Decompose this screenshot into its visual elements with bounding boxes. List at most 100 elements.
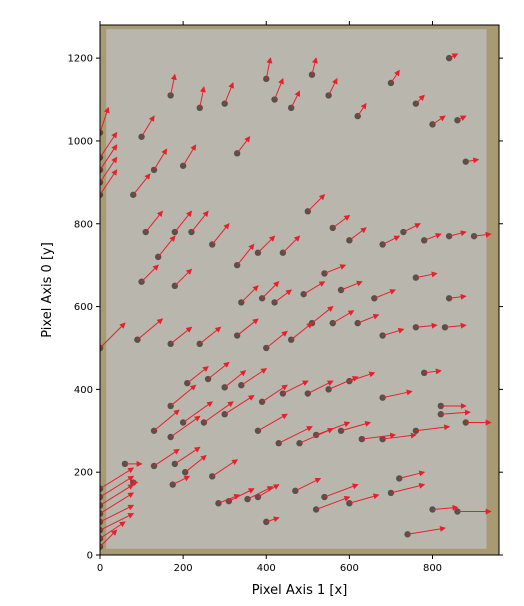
vector-arrow <box>247 486 274 500</box>
vector-arrow <box>100 484 135 506</box>
vector-arrow <box>349 493 380 504</box>
vector-arrow <box>186 365 209 384</box>
vector-arrow <box>424 368 442 375</box>
vector-arrow <box>440 409 471 416</box>
vector-arrow <box>100 521 126 539</box>
vector-arrow <box>415 94 425 105</box>
vector-arrow <box>100 131 118 158</box>
vector-arrow <box>311 57 318 75</box>
vector-arrow <box>265 57 273 79</box>
vector-arrow <box>224 82 234 104</box>
vector-arrow <box>449 293 467 300</box>
vector-arrow <box>340 280 363 291</box>
vector-arrow <box>228 488 255 502</box>
vector-arrow <box>303 281 326 295</box>
y-tick-label: 1200 <box>68 54 93 65</box>
vector-arrow <box>307 380 334 394</box>
vector-arrow <box>257 413 288 432</box>
vector-arrow <box>349 371 376 382</box>
vector-arrow <box>290 322 313 341</box>
vector-arrow <box>100 467 135 490</box>
vector-arrow <box>100 156 118 183</box>
vector-arrow <box>282 380 309 394</box>
vector-arrow <box>100 504 135 523</box>
vector-arrow <box>100 106 110 133</box>
vector-arrow <box>357 313 380 324</box>
vector-arrow <box>349 227 367 241</box>
vector-arrow <box>261 384 288 403</box>
vector-arrow <box>261 281 280 299</box>
vector-arrow <box>282 235 301 254</box>
vector-arrow <box>424 233 442 241</box>
vector-arrow <box>266 516 280 523</box>
x-tick-label: 400 <box>257 563 276 574</box>
vector-arrow <box>100 529 118 548</box>
vector-arrow <box>236 318 259 336</box>
y-tick-label: 400 <box>74 385 93 396</box>
vector-arrow <box>324 483 359 498</box>
vector-arrow <box>257 484 280 498</box>
image-spot <box>100 543 104 550</box>
vector-arrow <box>172 475 191 486</box>
vector-arrow <box>174 446 201 465</box>
vector-arrow <box>432 504 459 511</box>
x-tick-label: 800 <box>423 563 442 574</box>
vector-arrow <box>311 305 334 324</box>
image-spot <box>100 344 104 352</box>
vector-arrow <box>207 361 230 380</box>
vector-arrow <box>100 169 118 196</box>
vector-arrow <box>145 210 163 233</box>
vector-arrow <box>332 310 355 324</box>
y-tick-label: 0 <box>87 551 93 562</box>
vector-arrow <box>236 243 255 266</box>
vector-arrow <box>170 73 177 96</box>
vector-arrow <box>170 415 201 438</box>
vector-arrow <box>448 53 459 59</box>
vector-arrow <box>265 330 288 349</box>
vector-arrow <box>153 409 180 432</box>
vector-arrow <box>465 157 480 164</box>
vector-arrow <box>415 322 438 329</box>
vector-arrow <box>199 86 206 108</box>
vector-arrow <box>100 475 135 498</box>
y-axis-title: Pixel Axis 0 [y] <box>40 242 55 338</box>
y-axis-ticks: 0 200 400 600 800 1000 1200 <box>68 54 503 562</box>
vector-arrow <box>390 482 426 494</box>
vector-arrow <box>432 115 446 125</box>
vector-arrow <box>241 368 268 386</box>
vector-arrow <box>361 432 397 440</box>
vector-arrow <box>184 455 207 473</box>
vector-arrow <box>340 420 372 432</box>
vector-arrow <box>328 376 359 390</box>
vector-arrow <box>382 389 413 399</box>
vector-arrow <box>290 90 300 109</box>
vector-arrow <box>274 289 292 303</box>
vector-arrow <box>332 214 351 229</box>
vector-arrow <box>141 115 155 138</box>
y-tick-label: 600 <box>74 302 93 313</box>
vector-arrow <box>199 326 222 345</box>
x-tick-label: 0 <box>97 563 103 574</box>
vector-arrow <box>174 210 193 233</box>
vector-arrow <box>357 102 367 117</box>
vector-arrow <box>174 268 193 287</box>
x-tick-label: 200 <box>174 563 193 574</box>
plot-background <box>100 25 499 555</box>
vector-arrow <box>328 77 338 96</box>
vector-arrow <box>182 144 197 167</box>
vector-arrow <box>324 264 347 274</box>
vector-arrow <box>449 230 467 237</box>
vector-arrow <box>170 384 197 407</box>
vector-arrow <box>170 326 193 345</box>
vector-arrow <box>315 421 351 436</box>
vector-arrow <box>415 424 451 432</box>
plot-frame <box>99 24 500 556</box>
vector-arrow <box>407 525 446 535</box>
vector-arrow <box>191 210 209 233</box>
vector-arrow <box>211 222 230 245</box>
vector-arrow <box>295 477 322 492</box>
x-axis-title: Pixel Axis 1 [x] <box>252 583 348 598</box>
vector-arrow <box>278 426 313 444</box>
vector-arrow <box>382 235 401 245</box>
